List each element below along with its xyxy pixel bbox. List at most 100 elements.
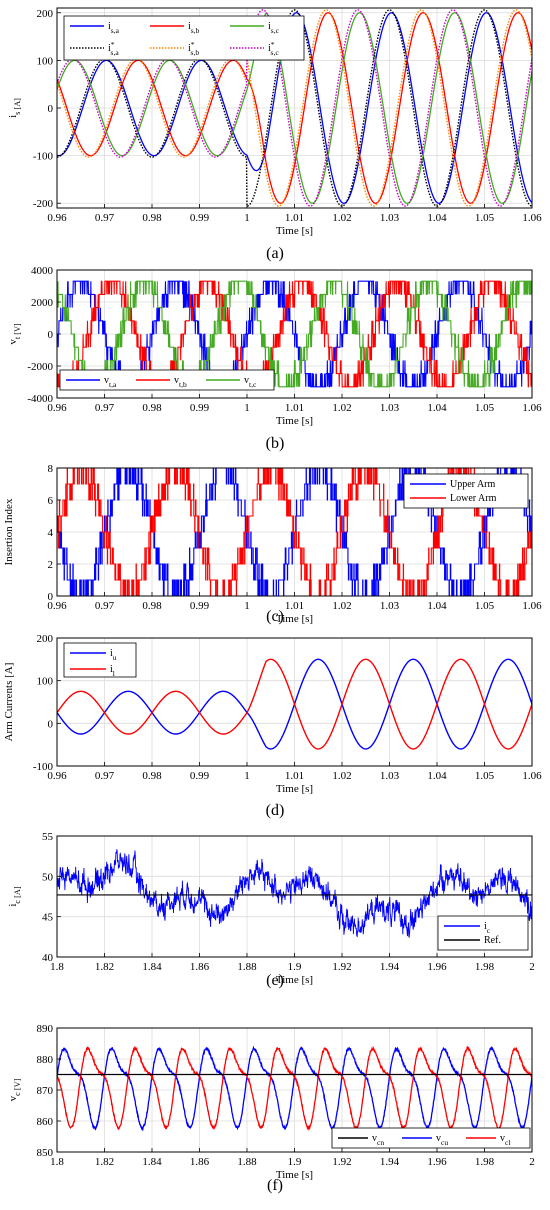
x-tick-label: 1.04 [427, 402, 447, 414]
x-tick-label: 1.01 [285, 770, 304, 782]
y-tick-label: 8 [48, 463, 54, 475]
legend-label: vcl [500, 1133, 510, 1147]
x-tick-label: 1.03 [380, 402, 400, 414]
x-tick-label: 1.01 [285, 600, 304, 612]
y-tick-label: 45 [42, 912, 54, 924]
x-tick-label: 1.02 [332, 600, 351, 612]
series-i_c [57, 849, 532, 939]
x-tick-label: 1.82 [95, 1156, 114, 1168]
plot-area [57, 1045, 532, 1132]
series-i_l [57, 658, 532, 750]
y-tick-label: 200 [37, 8, 54, 20]
x-tick-label: 1.05 [475, 600, 495, 612]
y-tick-label: -200 [33, 198, 54, 210]
x-tick-label: 1.06 [522, 770, 542, 782]
x-tick-label: 1.06 [522, 600, 542, 612]
y-axis-label: Arm Currents [A] [3, 663, 15, 742]
x-tick-label: 1.84 [142, 961, 162, 973]
series-i*_s,c [57, 9, 532, 207]
legend-label: vcn [372, 1133, 384, 1147]
chart-panel-e: 1.8 1.82 1.84 1.86 1.88 1.9 1.92 1.94 1.96 1.98 2 4… [7, 831, 535, 989]
series-v_t,b [57, 280, 532, 388]
panel-label: (d) [266, 802, 285, 819]
y-tick-label: 0 [48, 591, 54, 603]
legend-label: is,c [268, 21, 280, 35]
x-tick-label: 1.8 [50, 1156, 64, 1168]
x-axis-label: Time [s] [276, 613, 313, 625]
x-axis-label: Time [s] [276, 974, 313, 986]
y-tick-label: 50 [42, 871, 54, 883]
legend: vt,a vt,b vt,c [59, 369, 275, 391]
x-tick-label: 0.96 [47, 212, 67, 224]
x-tick-label: 0.97 [95, 600, 115, 612]
legend-label: is,b [188, 21, 200, 35]
x-tick-label: 1.98 [475, 1156, 495, 1168]
x-tick-label: 1.9 [288, 961, 302, 973]
x-tick-label: 0.96 [47, 402, 67, 414]
x-tick-label: 1.06 [522, 402, 542, 414]
x-tick-label: 0.97 [95, 770, 115, 782]
legend-box [437, 915, 529, 951]
x-tick-label: 1.82 [95, 961, 114, 973]
legend-box [63, 15, 305, 61]
x-tick-label: 1.05 [475, 402, 495, 414]
x-tick-label: 0.96 [47, 770, 67, 782]
x-tick-label: 0.99 [190, 402, 210, 414]
x-tick-label: 0.99 [190, 600, 210, 612]
x-tick-label: 1 [244, 770, 250, 782]
y-tick-label: 870 [37, 1085, 54, 1097]
legend: vcn vcu vcl [331, 1127, 531, 1149]
panel-label: (e) [266, 972, 284, 989]
x-tick-label: 1.96 [427, 1156, 447, 1168]
x-tick-label: 1.86 [190, 1156, 210, 1168]
x-tick-label: 1.92 [332, 1156, 351, 1168]
legend-label: Upper Arm [450, 479, 495, 490]
x-tick-label: 1.03 [380, 600, 400, 612]
legend-label: il [110, 664, 115, 678]
legend-label: iu [110, 648, 117, 662]
x-axis-label: Time [s] [276, 1169, 313, 1181]
x-tick-label: 1.96 [427, 961, 447, 973]
x-tick-label: 1.01 [285, 402, 304, 414]
plot-area [57, 9, 532, 207]
legend-label: i* s,b [188, 40, 199, 57]
series-v_t,c [57, 280, 532, 388]
panel-label: (b) [266, 435, 285, 452]
x-tick-label: 1.04 [427, 212, 447, 224]
y-tick-label: 4000 [31, 265, 54, 277]
legend-label: i* s,a [108, 40, 119, 57]
plot-area [57, 658, 532, 750]
y-axis-label: Insertion Index [3, 498, 15, 565]
x-axis-label: Time [s] [276, 783, 313, 795]
y-tick-label: -100 [33, 761, 54, 773]
y-tick-label: -4000 [27, 393, 53, 405]
chart-panel-d: 0.96 0.97 0.98 0.99 1 1.01 1.02 1.03 1.04 1.05 1.0… [3, 633, 542, 819]
y-axis-label: ic [A] [7, 886, 22, 906]
x-tick-label: 2 [529, 1156, 535, 1168]
x-tick-label: 1.94 [380, 961, 400, 973]
x-tick-label: 1.8 [50, 961, 64, 973]
x-tick-label: 0.97 [95, 402, 115, 414]
series-i_s,b [57, 12, 532, 204]
x-tick-label: 0.98 [142, 770, 162, 782]
x-tick-label: 1.02 [332, 212, 351, 224]
y-tick-label: 880 [37, 1054, 54, 1066]
y-axis-label: is [A] [7, 98, 22, 118]
x-tick-label: 1.02 [332, 402, 351, 414]
x-tick-label: 2 [529, 961, 535, 973]
y-axis-label: vt [V] [7, 323, 22, 345]
x-tick-label: 0.99 [190, 770, 210, 782]
y-tick-label: 4 [48, 527, 54, 539]
y-axis-label: vc [V] [7, 1078, 22, 1101]
x-tick-label: 1.06 [522, 212, 542, 224]
y-tick-label: 100 [37, 676, 54, 688]
legend: is,a is,b is,c i* s,a i* s,b i* s,c [63, 15, 305, 61]
chart-panel-c: 0.96 0.97 0.98 0.99 1 1.01 1.02 1.03 1.04 1.05 1.0… [3, 463, 542, 625]
x-tick-label: 1.98 [475, 961, 495, 973]
x-tick-label: 1.03 [380, 770, 400, 782]
x-axis-label: Time [s] [276, 415, 313, 427]
panel-label: (c) [266, 608, 284, 625]
legend: iu il [63, 642, 137, 678]
x-tick-label: 1 [244, 402, 250, 414]
series-i_s,a [57, 12, 532, 204]
